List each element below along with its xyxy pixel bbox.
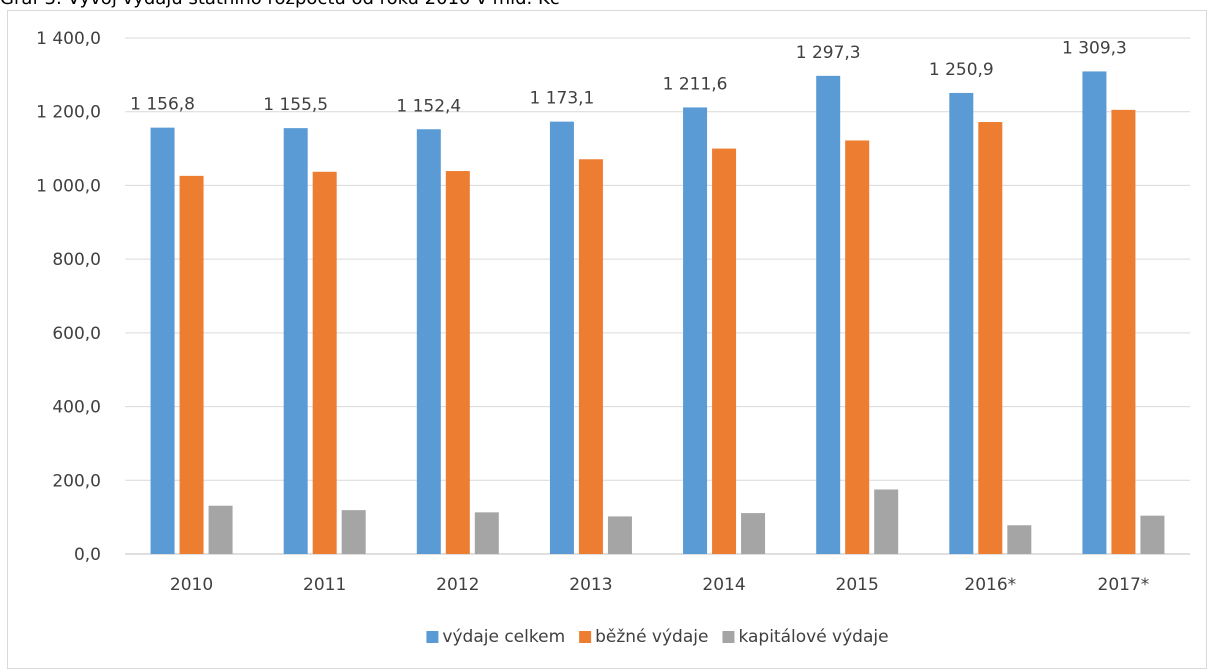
bar [474,512,499,554]
legend-swatch [579,631,592,643]
legend-item: kapitálové výdaje [722,627,889,647]
x-tick-label: 2011 [303,575,346,595]
bar [208,505,233,554]
bar [845,140,870,554]
data-label: 1 173,1 [529,89,594,109]
bar [1007,525,1032,554]
x-tick-label: 2016* [964,575,1016,595]
bar [683,107,708,555]
bar [949,92,974,554]
legend-label: výdaje celkem [442,627,565,647]
y-axis: 0,0 200,0 400,0 600,0 800,0 1 000,0 1 200,0 1 4… [36,29,101,565]
bar [607,516,632,554]
bar [549,121,574,555]
data-label: 1 250,9 [929,60,994,80]
bar [445,171,470,554]
x-tick-label: 2017* [1098,575,1150,595]
chart-title: Graf 3: Vývoj výdajů státního rozpočtu o… [0,0,1208,12]
data-label: 1 309,3 [1062,38,1127,58]
legend-item: výdaje celkem [426,627,565,647]
x-tick-label: 2012 [436,575,479,595]
y-tick-label: 800,0 [52,250,101,270]
bar [179,175,204,555]
legend-swatch [722,631,735,643]
y-tick-label: 600,0 [52,324,101,344]
data-label: 1 297,3 [796,43,861,63]
bar [416,129,441,554]
y-tick-label: 1 200,0 [36,103,101,123]
bar [1140,515,1165,554]
bar [283,128,308,554]
x-tick-label: 2013 [569,575,612,595]
y-tick-label: 1 000,0 [36,176,101,196]
bars [150,71,1165,555]
x-tick-label: 2014 [702,575,745,595]
legend-item: běžné výdaje [579,627,708,647]
bar [312,171,337,554]
bar [712,148,737,555]
data-label: 1 156,8 [130,95,195,115]
legend-label: kapitálové výdaje [738,627,888,647]
data-label: 1 152,4 [396,96,461,116]
x-tick-label: 2015 [836,575,879,595]
gridlines [125,37,1190,555]
bar [341,510,366,554]
x-axis: 2010 2011 2012 2013 2014 2015 2016* 2017* [170,575,1149,595]
bar [150,127,175,555]
bar [874,489,899,554]
legend-swatch [426,631,439,643]
legend-label: běžné výdaje [595,627,708,647]
bar [816,75,841,554]
y-tick-label: 0,0 [74,545,101,565]
bar [741,513,766,554]
data-label: 1 155,5 [263,95,328,115]
bar [978,122,1003,554]
bar [578,159,603,554]
bar [1082,71,1107,554]
x-tick-label: 2010 [170,575,213,595]
legend: výdaje celkem běžné výdaje kapitálové výda… [426,627,889,647]
data-labels: 1 156,8 1 155,5 1 152,4 1 173,1 1 211,6 1 297… [130,38,1127,116]
y-tick-label: 400,0 [52,398,101,418]
y-tick-label: 1 400,0 [36,29,101,49]
y-tick-label: 200,0 [52,471,101,491]
data-label: 1 211,6 [663,74,728,94]
chart-border [7,10,1207,669]
bar [1111,109,1136,554]
